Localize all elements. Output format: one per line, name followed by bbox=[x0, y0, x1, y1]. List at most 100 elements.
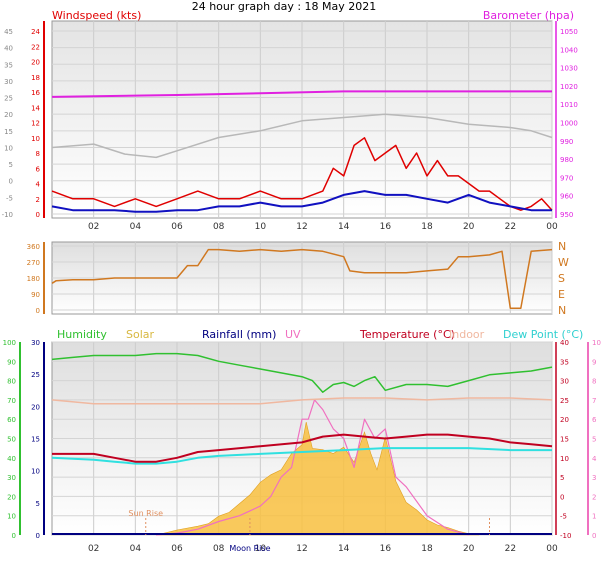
windspeed-line bbox=[51, 137, 553, 211]
x-tick-label-top: 02 bbox=[88, 222, 99, 232]
temperature-tick-label: 30 bbox=[560, 378, 569, 386]
wind-tick-label: 22 bbox=[31, 43, 40, 51]
baro-tick-label: 1050 bbox=[560, 28, 578, 36]
x-tick-label-top: 04 bbox=[130, 222, 142, 232]
compass-tick-label: N bbox=[558, 240, 566, 253]
uv-tick-label: 6 bbox=[592, 416, 597, 424]
legend-barometer: Barometer (hpa) bbox=[483, 9, 574, 22]
x-tick-label-bottom: 10 bbox=[255, 544, 267, 554]
temp-tick-label: 0 bbox=[9, 178, 13, 186]
temperature-tick-label: 10 bbox=[560, 455, 569, 463]
temperature-tick-label: 0 bbox=[560, 493, 564, 501]
humidity-tick-label: 10 bbox=[7, 513, 16, 521]
solar-area bbox=[156, 422, 480, 536]
direction-tick-label: 360 bbox=[27, 243, 40, 251]
humidity-tick-label: 90 bbox=[7, 358, 16, 366]
direction-tick-label: 180 bbox=[27, 275, 40, 283]
x-tick-label-bottom: 06 bbox=[171, 544, 183, 554]
wind-tick-label: 24 bbox=[31, 28, 40, 36]
temperature-tick-label: 20 bbox=[560, 416, 569, 424]
x-tick-label-bottom: 20 bbox=[463, 544, 475, 554]
x-tick-label-top: 06 bbox=[171, 222, 183, 232]
temp-tick-label: 30 bbox=[4, 78, 13, 86]
x-tick-label-top: 14 bbox=[338, 222, 350, 232]
rainfall-tick-label: 5 bbox=[36, 500, 40, 508]
x-tick-label-top: 20 bbox=[463, 222, 475, 232]
baro-tick-label: 990 bbox=[560, 138, 573, 146]
humidity-tick-label: 100 bbox=[3, 339, 16, 347]
uv-tick-label: 0 bbox=[592, 532, 596, 540]
compass-tick-label: S bbox=[558, 272, 565, 285]
wind-average-line bbox=[51, 190, 552, 213]
direction-tick-label: 0 bbox=[36, 307, 40, 315]
annotation-label: Sun Rise bbox=[128, 509, 163, 518]
x-tick-label-top: 00 bbox=[546, 222, 558, 232]
humidity-line bbox=[51, 352, 553, 393]
baro-tick-label: 1000 bbox=[560, 120, 578, 128]
wind-tick-label: 8 bbox=[36, 150, 40, 158]
direction-line bbox=[51, 248, 553, 309]
indoor-temp-line bbox=[51, 397, 553, 405]
x-tick-label-bottom: 08 bbox=[213, 544, 225, 554]
baro-tick-label: 980 bbox=[560, 156, 573, 164]
legend-windspeed: Windspeed (kts) bbox=[52, 9, 141, 22]
x-tick-label-top: 18 bbox=[421, 222, 433, 232]
x-tick-label-bottom: 00 bbox=[546, 544, 558, 554]
x-tick-label-top: 16 bbox=[380, 222, 392, 232]
uv-tick-label: 8 bbox=[592, 378, 596, 386]
temperature-tick-label: -10 bbox=[560, 532, 571, 540]
x-tick-label-top: 08 bbox=[213, 222, 225, 232]
chart-title: 24 hour graph day : 18 May 2021 bbox=[192, 0, 377, 13]
uv-tick-label: 10 bbox=[592, 339, 601, 347]
rainfall-tick-label: 15 bbox=[31, 436, 40, 444]
temperature-tick-label: 25 bbox=[560, 397, 569, 405]
x-tick-label-bottom: 16 bbox=[380, 544, 392, 554]
temperature-line bbox=[52, 433, 553, 463]
x-tick-label-bottom: 22 bbox=[505, 544, 516, 554]
rainfall-tick-label: 25 bbox=[31, 371, 40, 379]
temp-tick-label: 35 bbox=[4, 61, 13, 69]
humidity-tick-label: 60 bbox=[7, 416, 16, 424]
uv-line bbox=[156, 399, 469, 536]
wind-tick-label: 2 bbox=[36, 196, 40, 204]
temp-tick-label: 5 bbox=[9, 161, 13, 169]
uv-tick-label: 4 bbox=[592, 455, 597, 463]
baro-tick-label: 1040 bbox=[560, 46, 578, 54]
temp-tick-label: -5 bbox=[6, 194, 13, 202]
uv-tick-label: 9 bbox=[592, 358, 596, 366]
rainfall-tick-label: 0 bbox=[36, 532, 40, 540]
temp-tick-label: 40 bbox=[4, 45, 13, 53]
compass-tick-label: W bbox=[558, 256, 569, 269]
wind-tick-label: 4 bbox=[36, 181, 41, 189]
uv-tick-label: 1 bbox=[592, 513, 596, 521]
wind-tick-label: 16 bbox=[31, 89, 40, 97]
x-tick-label-bottom: 14 bbox=[338, 544, 350, 554]
annotation-label: Moon Rise bbox=[229, 544, 270, 553]
x-tick-label-top: 12 bbox=[296, 222, 307, 232]
rainfall-tick-label: 10 bbox=[31, 468, 40, 476]
legend-temperature: Temperature (°C) bbox=[359, 328, 455, 341]
wind-tick-label: 20 bbox=[31, 59, 40, 67]
dewpoint-line bbox=[51, 447, 552, 465]
uv-tick-label: 2 bbox=[592, 493, 596, 501]
wind-tick-label: 12 bbox=[31, 120, 40, 128]
legend-rainfall: Rainfall (mm) bbox=[202, 328, 276, 341]
baro-tick-label: 960 bbox=[560, 193, 573, 201]
temp-tick-label: 45 bbox=[4, 28, 13, 36]
barometer-line bbox=[51, 90, 552, 98]
rainfall-tick-label: 30 bbox=[31, 339, 40, 347]
temperature-tick-label: 5 bbox=[560, 474, 564, 482]
temp-tick-label: -10 bbox=[2, 211, 13, 219]
legend-dewpoint: Dew Point (°C) bbox=[503, 328, 583, 341]
rainfall-tick-label: 20 bbox=[31, 403, 40, 411]
wind-tick-label: 0 bbox=[36, 211, 40, 219]
humidity-tick-label: 40 bbox=[7, 455, 16, 463]
baro-tick-label: 1010 bbox=[560, 101, 578, 109]
humidity-tick-label: 70 bbox=[7, 397, 16, 405]
temperature-tick-label: 35 bbox=[560, 358, 569, 366]
wind-tick-label: 6 bbox=[36, 165, 41, 173]
uv-tick-label: 3 bbox=[592, 474, 596, 482]
direction-tick-label: 90 bbox=[31, 291, 40, 299]
x-tick-label-top: 22 bbox=[505, 222, 516, 232]
